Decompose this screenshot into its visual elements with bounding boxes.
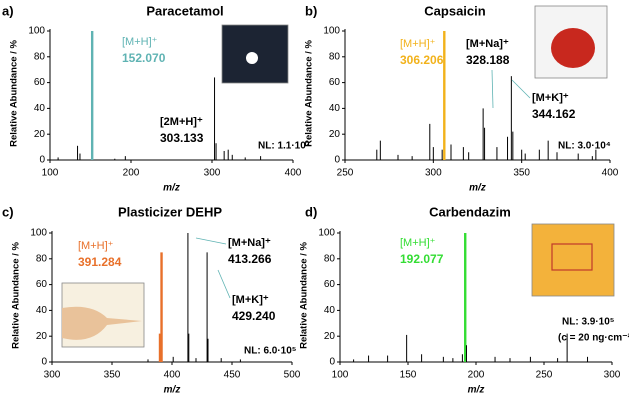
- inset-detail: [62, 306, 142, 340]
- y-tick-label: 100: [318, 228, 335, 239]
- y-tick-label: 0: [329, 357, 335, 368]
- y-axis-label: Relative Abundance / %: [299, 242, 310, 349]
- y-tick-label: 20: [34, 129, 46, 140]
- x-tick-label: 400: [285, 168, 302, 179]
- x-tick-label: 200: [468, 370, 485, 381]
- x-tick-label: 350: [513, 168, 530, 179]
- y-axis-label: Relative Abundance / %: [9, 40, 20, 147]
- annotation-value: 413.266: [228, 252, 272, 266]
- y-tick-label: 60: [329, 77, 341, 88]
- y-tick-label: 0: [41, 357, 47, 368]
- leader-line: [195, 237, 227, 245]
- panel-label: d): [305, 204, 317, 219]
- y-axis-label: Relative Abundance / %: [304, 40, 315, 147]
- leader-line: [217, 269, 231, 299]
- x-tick-label: 300: [44, 370, 61, 381]
- panel-title: Paracetamol: [146, 3, 223, 18]
- annotation-value: 303.133: [160, 131, 204, 145]
- y-tick-label: 0: [334, 155, 340, 166]
- x-tick-label: 250: [536, 370, 553, 381]
- inset-detail: [551, 243, 593, 271]
- annotation-label: [M+H]⁺: [122, 36, 158, 48]
- annotation-label: [M+Na]⁺: [466, 38, 509, 50]
- note: (c = 20 ng·cm⁻²): [558, 333, 629, 344]
- x-tick-label: 150: [400, 370, 417, 381]
- panel-title: Carbendazim: [429, 204, 511, 219]
- y-tick-label: 20: [36, 331, 48, 342]
- annotation-label: [M+K]⁺: [232, 294, 269, 306]
- y-tick-label: 40: [36, 305, 48, 316]
- y-tick-label: 20: [329, 129, 341, 140]
- x-tick-label: 100: [42, 168, 59, 179]
- y-tick-label: 20: [324, 331, 336, 342]
- x-tick-label: 200: [123, 168, 140, 179]
- annotation-label: [M+H]⁺: [400, 38, 436, 50]
- x-tick-label: 400: [602, 168, 619, 179]
- inset-photo: [531, 223, 615, 297]
- annotation-value: 429.240: [232, 309, 276, 323]
- annotation-value: 344.162: [532, 107, 576, 121]
- panel: a) Paracetamol Relative Abundance / % m/z 0 2…: [2, 3, 310, 193]
- panel: d) Carbendazim Relative Abundance / % m/z 0 2…: [299, 204, 629, 395]
- panel-label: b): [305, 3, 317, 18]
- panel-label: c): [2, 204, 14, 219]
- x-tick-label: 500: [284, 370, 301, 381]
- x-axis-label: m/z: [164, 385, 181, 396]
- nl-label: NL: 3.9·10⁵: [562, 317, 615, 328]
- annotation-label: [M+K]⁺: [532, 92, 569, 104]
- nl-label: NL: 6.0·10⁵: [244, 346, 297, 357]
- y-tick-label: 60: [36, 279, 48, 290]
- x-axis-label: m/z: [163, 183, 180, 194]
- y-axis-label: Relative Abundance / %: [11, 242, 22, 349]
- annotation-value: 328.188: [466, 53, 510, 67]
- y-tick-label: 40: [329, 103, 341, 114]
- panel: c) Plasticizer DEHP Relative Abundance / %…: [2, 204, 301, 395]
- nl-label: NL: 3.0·10⁴: [558, 141, 611, 152]
- x-tick-label: 250: [337, 168, 354, 179]
- y-tick-label: 80: [36, 253, 48, 264]
- x-tick-label: 300: [204, 168, 221, 179]
- y-tick-label: 60: [34, 77, 46, 88]
- panel-title: Plasticizer DEHP: [118, 204, 222, 219]
- inset-detail: [246, 52, 258, 64]
- leader-line: [491, 69, 494, 109]
- x-axis-label: m/z: [468, 385, 485, 396]
- annotation-label: [M+H]⁺: [78, 240, 114, 252]
- x-tick-label: 300: [604, 370, 621, 381]
- panel-label: a): [2, 3, 14, 18]
- y-tick-label: 0: [39, 155, 45, 166]
- y-tick-label: 60: [324, 279, 336, 290]
- panel: b) Capsaicin Relative Abundance / % m/z 0 20 4…: [304, 3, 619, 193]
- panel-title: Capsaicin: [424, 3, 485, 18]
- annotation-label: [M+Na]⁺: [228, 237, 271, 249]
- y-tick-label: 100: [323, 26, 340, 37]
- leader-line: [511, 79, 531, 99]
- annotation-label: [2M+H]⁺: [160, 116, 203, 128]
- y-tick-label: 80: [329, 51, 341, 62]
- x-tick-label: 100: [332, 370, 349, 381]
- x-tick-label: 350: [104, 370, 121, 381]
- x-tick-label: 450: [224, 370, 241, 381]
- y-tick-label: 100: [30, 228, 47, 239]
- y-tick-label: 40: [324, 305, 336, 316]
- y-tick-label: 80: [324, 253, 336, 264]
- annotation-value: 192.077: [400, 252, 444, 266]
- annotation-value: 306.206: [400, 53, 444, 67]
- annotation-value: 152.070: [122, 51, 166, 65]
- inset-detail: [551, 28, 595, 68]
- y-tick-label: 100: [28, 26, 45, 37]
- annotation-label: [M+H]⁺: [400, 237, 436, 249]
- x-axis-label: m/z: [469, 183, 486, 194]
- y-tick-label: 80: [34, 51, 46, 62]
- nl-label: NL: 1.1·10⁷: [258, 141, 310, 152]
- y-tick-label: 40: [34, 103, 46, 114]
- x-tick-label: 400: [164, 370, 181, 381]
- x-tick-label: 300: [425, 168, 442, 179]
- annotation-value: 391.284: [78, 255, 122, 269]
